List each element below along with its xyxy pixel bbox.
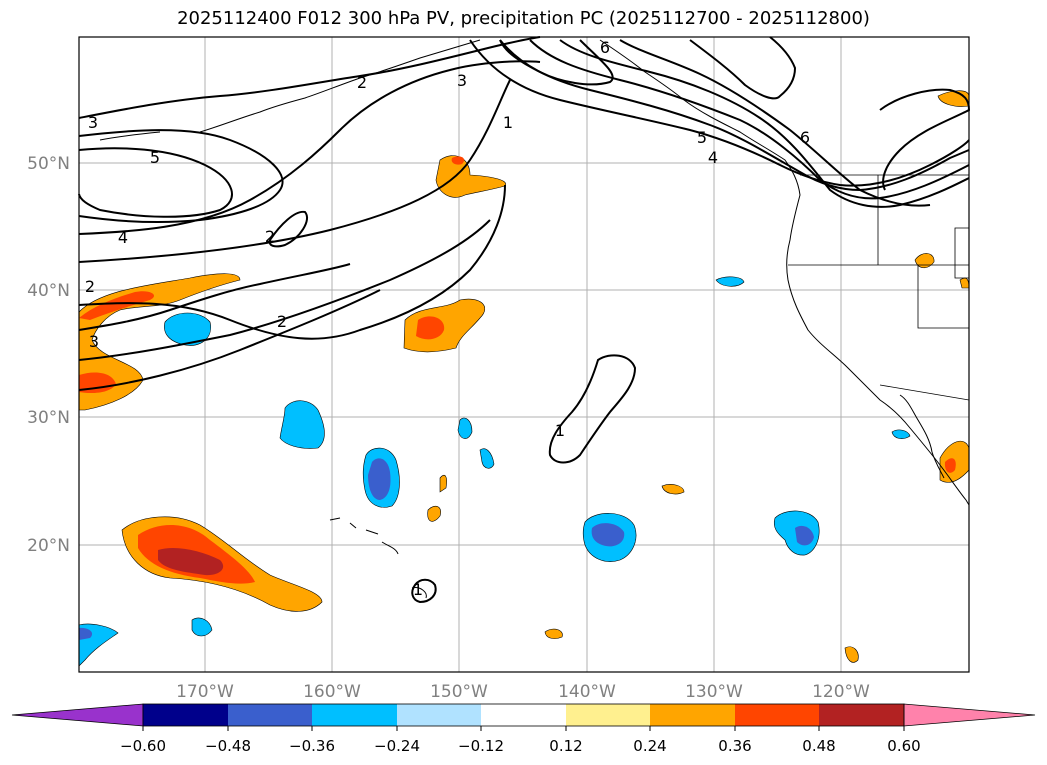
colorbar-tick-label: −0.60 [120,737,166,755]
colorbar-tick-label: −0.48 [205,737,251,755]
colorbar-tick-label: 0.60 [887,737,920,755]
colorbar-segment [481,704,566,726]
contour-label: 2 [277,312,287,331]
contour-label: 1 [555,421,565,440]
colorbar-tick-label: 0.36 [718,737,751,755]
latitude-labels: 50°N 40°N 30°N 20°N [27,154,70,556]
lat-tick-label: 30°N [27,408,70,428]
precip-negative-areas [78,276,911,667]
contour-label: 6 [600,38,610,57]
contour-label: 1 [503,113,513,132]
lat-tick-label: 50°N [27,154,70,174]
colorbar-tick-label: −0.36 [289,737,335,755]
contour-label: 1 [413,580,423,599]
colorbar-tick-label: 0.12 [549,737,582,755]
contour-label: 3 [89,332,99,351]
pv-contours [78,36,971,604]
contour-label: 4 [708,148,718,167]
colorbar: −0.60 −0.48 −0.36 −0.24 −0.12 0.12 0.24 … [11,703,1036,755]
map-title: 2025112400 F012 300 hPa PV, precipitatio… [177,8,870,29]
contour-label: 6 [800,128,810,147]
contour-label: 2 [265,227,275,246]
colorbar-segment [397,704,481,726]
lat-tick-label: 20°N [27,536,70,556]
contour-label: 5 [697,128,707,147]
lon-tick-label: 160°W [303,682,361,702]
colorbar-extend-max [903,703,1036,727]
lat-tick-label: 40°N [27,281,70,301]
contour-label: 3 [457,71,467,90]
colorbar-tick-label: 0.24 [633,737,666,755]
political-borders [788,174,970,401]
longitude-labels: 170°W 160°W 150°W 140°W 130°W 120°W [176,682,870,702]
contour-labels: 3 2 3 1 6 5 4 6 5 4 2 2 3 2 1 1 [85,38,810,599]
colorbar-tick-label: 0.48 [802,737,835,755]
lon-tick-label: 150°W [430,682,488,702]
contour-label: 2 [85,277,95,296]
colorbar-extend-min [11,703,144,727]
lon-tick-label: 130°W [685,682,743,702]
colorbar-tick-label: −0.24 [374,737,420,755]
contour-label: 4 [118,228,128,247]
colorbar-segment [650,704,735,726]
contour-label: 2 [357,73,367,92]
colorbar-segment [566,704,650,726]
colorbar-segment [143,704,228,726]
lon-tick-label: 170°W [176,682,234,702]
colorbar-segment [228,704,312,726]
colorbar-segment [735,704,819,726]
map-frame [78,36,970,673]
contour-label: 3 [88,113,98,132]
lon-tick-label: 120°W [812,682,870,702]
lon-tick-label: 140°W [558,682,616,702]
coastlines [99,39,970,599]
colorbar-segment [312,704,397,726]
precip-positive-areas [78,90,970,663]
colorbar-tick-label: −0.12 [458,737,504,755]
contour-label: 5 [150,148,160,167]
colorbar-segment [819,704,904,726]
